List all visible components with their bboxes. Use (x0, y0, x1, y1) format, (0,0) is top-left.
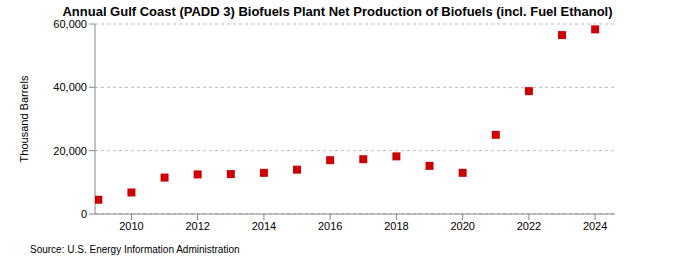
svg-text:0: 0 (81, 208, 87, 220)
svg-text:20,000: 20,000 (53, 145, 87, 157)
svg-text:60,000: 60,000 (53, 18, 87, 30)
html-text:Annual Gulf Coast (PADD 3) Bio: Annual Gulf Coast (PADD 3) Biofuels Plan… (62, 4, 613, 19)
html-text:Source: U.S. Energy Informatio: Source: U.S. Energy Information Administ… (30, 244, 240, 255)
svg-text:2024: 2024 (583, 220, 607, 232)
svg-text:2020: 2020 (450, 220, 474, 232)
svg-text:2018: 2018 (384, 220, 408, 232)
svg-text:2016: 2016 (318, 220, 342, 232)
svg-text:2010: 2010 (119, 220, 143, 232)
svg-text:2014: 2014 (252, 220, 276, 232)
svg-text:Thousand Barrels: Thousand Barrels (18, 75, 30, 162)
svg-text:40,000: 40,000 (53, 81, 87, 93)
svg-text:2012: 2012 (185, 220, 209, 232)
svg-text:2022: 2022 (517, 220, 541, 232)
